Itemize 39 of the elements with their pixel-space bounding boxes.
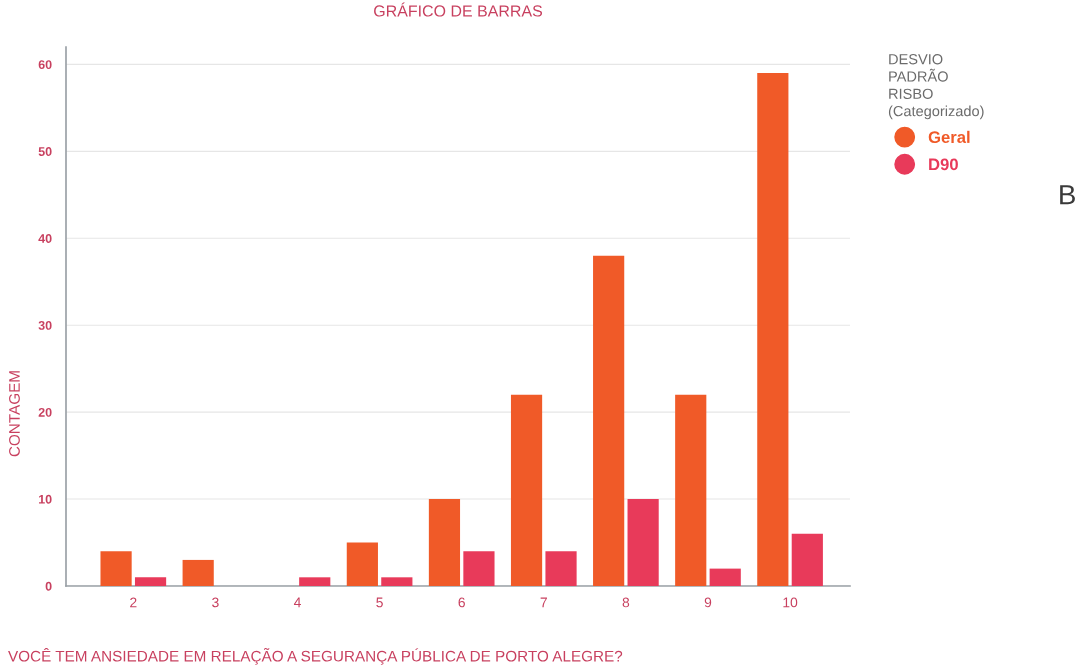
bar: [709, 568, 741, 586]
y-tick-label: 60: [38, 60, 52, 70]
bar: [346, 542, 378, 586]
bar: [381, 577, 413, 586]
x-tick-label: 4: [293, 597, 301, 608]
x-tick-label: 6: [458, 597, 465, 608]
bar: [510, 394, 543, 586]
x-tick-label: 10: [783, 597, 798, 608]
bar: [757, 73, 789, 586]
x-axis-title: VOCÊ TEM ANSIEDADE EM RELAÇÃO A SEGURANÇA PÚBLICA DE PORTO ALEGRE?: [8, 647, 623, 665]
x-tick-label: 7: [540, 597, 547, 608]
y-tick-label: 40: [38, 234, 52, 243]
legend-label: D90: [929, 158, 958, 171]
y-tick-label: 30: [38, 320, 52, 330]
x-tick-label: 9: [704, 597, 712, 608]
bar: [134, 577, 167, 586]
bar: [100, 551, 132, 586]
text: B: [1060, 185, 1075, 205]
legend-label: Geral: [928, 130, 970, 144]
y-tick-label: 20: [38, 407, 52, 417]
legend-title: DESVIO PADRÃO RISBO (Categorizado): [888, 54, 984, 120]
bar: [299, 577, 331, 586]
bar: [791, 533, 823, 586]
x-tick-label: 3: [212, 597, 219, 608]
x-tick-label: 5: [376, 597, 383, 608]
x-tick-label: 2: [130, 597, 137, 608]
bar: [593, 255, 625, 586]
bar: [182, 559, 214, 586]
y-axis-title: CONTAGEM: [9, 371, 20, 457]
bar: [463, 551, 495, 586]
bar: [627, 499, 659, 586]
y-tick-label: 0: [45, 581, 52, 591]
bar: [675, 394, 707, 586]
x-tick-label: 8: [622, 597, 630, 608]
bar: [545, 551, 577, 586]
y-tick-label: 10: [39, 494, 52, 504]
bar: [428, 499, 461, 586]
chart-title: GRÁFICO DE BARRAS: [374, 2, 543, 17]
y-tick-label: 50: [38, 147, 52, 156]
